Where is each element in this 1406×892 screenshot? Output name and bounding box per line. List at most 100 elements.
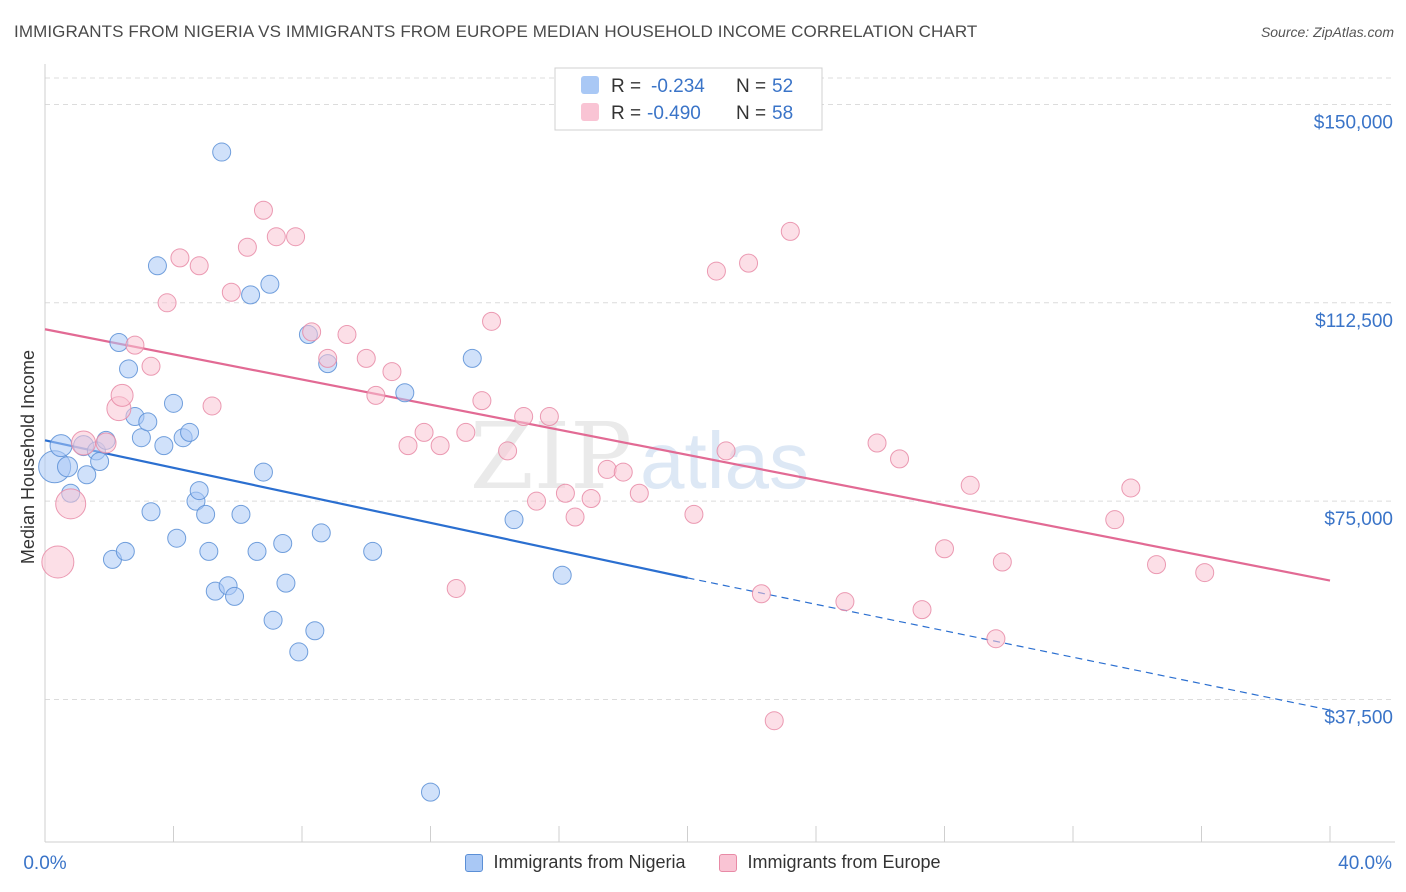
legend-swatch-europe bbox=[581, 103, 599, 121]
legend-swatch-europe-bottom bbox=[719, 853, 738, 872]
europe-point bbox=[780, 221, 800, 241]
y-tick-label: $112,500 bbox=[1315, 311, 1393, 332]
legend-item-europe[interactable]: Immigrants from Europe bbox=[719, 852, 941, 873]
nigeria-point bbox=[289, 642, 309, 662]
source-credit: Source: ZipAtlas.com bbox=[1260, 24, 1394, 40]
europe-point bbox=[1121, 478, 1141, 498]
nigeria-point bbox=[247, 541, 267, 561]
legend-n-label-europe: N = bbox=[736, 103, 766, 124]
nigeria-point bbox=[260, 274, 280, 294]
europe-point bbox=[514, 407, 534, 427]
y-tick-label: $150,000 bbox=[1314, 112, 1393, 133]
legend-n-label-nigeria: N = bbox=[736, 76, 766, 97]
chart-title: IMMIGRANTS FROM NIGERIA VS IMMIGRANTS FR… bbox=[14, 22, 978, 41]
nigeria-point bbox=[363, 541, 383, 561]
nigeria-trend-line bbox=[44, 439, 688, 579]
europe-point bbox=[157, 293, 177, 313]
europe-point bbox=[41, 545, 75, 579]
europe-point bbox=[302, 322, 322, 342]
europe-point bbox=[684, 504, 704, 524]
europe-point bbox=[95, 432, 117, 454]
legend-r-label-europe: R = bbox=[611, 103, 641, 124]
stats-legend: R = -0.234 N = 52 R = -0.490 N = 58 bbox=[554, 67, 823, 131]
nigeria-point bbox=[180, 422, 200, 442]
nigeria-point bbox=[504, 510, 524, 530]
nigeria-point bbox=[77, 465, 97, 485]
nigeria-point bbox=[115, 541, 135, 561]
europe-point bbox=[935, 539, 954, 559]
nigeria-point bbox=[167, 528, 187, 548]
europe-point bbox=[366, 385, 386, 405]
legend-label-europe: Immigrants from Europe bbox=[747, 852, 941, 872]
europe-point bbox=[430, 436, 450, 456]
europe-point bbox=[125, 335, 145, 355]
y-axis-label: Median Household Income bbox=[18, 350, 38, 564]
europe-point bbox=[539, 407, 559, 427]
nigeria-point bbox=[141, 502, 161, 522]
legend-label-nigeria: Immigrants from Nigeria bbox=[493, 852, 686, 872]
legend-n-value-nigeria: 52 bbox=[772, 76, 793, 97]
nigeria-point bbox=[462, 348, 482, 368]
europe-point bbox=[739, 253, 759, 273]
europe-point bbox=[414, 422, 434, 442]
europe-point bbox=[565, 507, 585, 527]
gridlines bbox=[45, 77, 1395, 701]
europe-point bbox=[706, 261, 726, 281]
europe-point bbox=[835, 592, 855, 612]
nigeria-point bbox=[311, 523, 331, 543]
europe-point bbox=[597, 459, 617, 479]
europe-point bbox=[141, 356, 161, 376]
europe-point bbox=[629, 483, 649, 503]
nigeria-trend-extension bbox=[687, 577, 1331, 711]
nigeria-point bbox=[225, 586, 245, 606]
nigeria-point bbox=[147, 256, 167, 276]
europe-point bbox=[398, 436, 418, 456]
europe-trend-line bbox=[44, 328, 1331, 582]
nigeria-point bbox=[189, 481, 209, 501]
europe-point bbox=[992, 552, 1012, 572]
europe-point bbox=[960, 475, 980, 495]
nigeria-point bbox=[90, 452, 110, 471]
europe-point bbox=[202, 396, 222, 416]
legend-r-value-europe: -0.490 bbox=[647, 103, 701, 124]
nigeria-point bbox=[196, 504, 216, 524]
europe-point bbox=[71, 430, 97, 456]
europe-point bbox=[356, 348, 376, 368]
y-tick-label: $75,000 bbox=[1324, 509, 1393, 530]
nigeria-point bbox=[305, 621, 325, 641]
europe-point bbox=[581, 489, 601, 509]
europe-point bbox=[751, 584, 771, 604]
nigeria-point bbox=[164, 393, 183, 413]
axes: $37,500 $75,000 $112,500 $150,000 0.0% 40.0% bbox=[23, 64, 1395, 874]
watermark: ZIP atlas bbox=[470, 403, 809, 510]
nigeria-point bbox=[421, 782, 440, 802]
legend-item-nigeria[interactable]: Immigrants from Nigeria bbox=[465, 852, 685, 873]
europe-point bbox=[482, 311, 502, 331]
legend-n-value-europe: 58 bbox=[772, 103, 793, 124]
nigeria-point bbox=[199, 541, 219, 561]
europe-point bbox=[337, 325, 357, 345]
trend-lines bbox=[44, 328, 1331, 711]
legend-r-label-nigeria: R = bbox=[611, 76, 641, 97]
europe-point bbox=[253, 200, 273, 220]
europe-point bbox=[55, 488, 87, 520]
nigeria-point bbox=[119, 359, 139, 379]
europe-point bbox=[867, 433, 887, 453]
europe-point bbox=[382, 362, 402, 382]
europe-point bbox=[912, 600, 932, 620]
legend-r-value-nigeria: -0.234 bbox=[651, 76, 705, 97]
europe-point bbox=[764, 711, 784, 731]
europe-point bbox=[266, 227, 286, 247]
nigeria-point bbox=[263, 610, 283, 630]
europe-point bbox=[1195, 563, 1215, 583]
series-legend: Immigrants from Nigeria Immigrants from … bbox=[0, 852, 1406, 873]
nigeria-point bbox=[253, 462, 273, 482]
nigeria-point bbox=[56, 456, 78, 478]
europe-point bbox=[456, 422, 476, 442]
europe-point bbox=[527, 491, 547, 511]
nigeria-point bbox=[395, 383, 415, 403]
legend-swatch-nigeria-bottom bbox=[465, 853, 484, 872]
europe-point bbox=[110, 383, 134, 407]
europe-point bbox=[170, 248, 190, 268]
